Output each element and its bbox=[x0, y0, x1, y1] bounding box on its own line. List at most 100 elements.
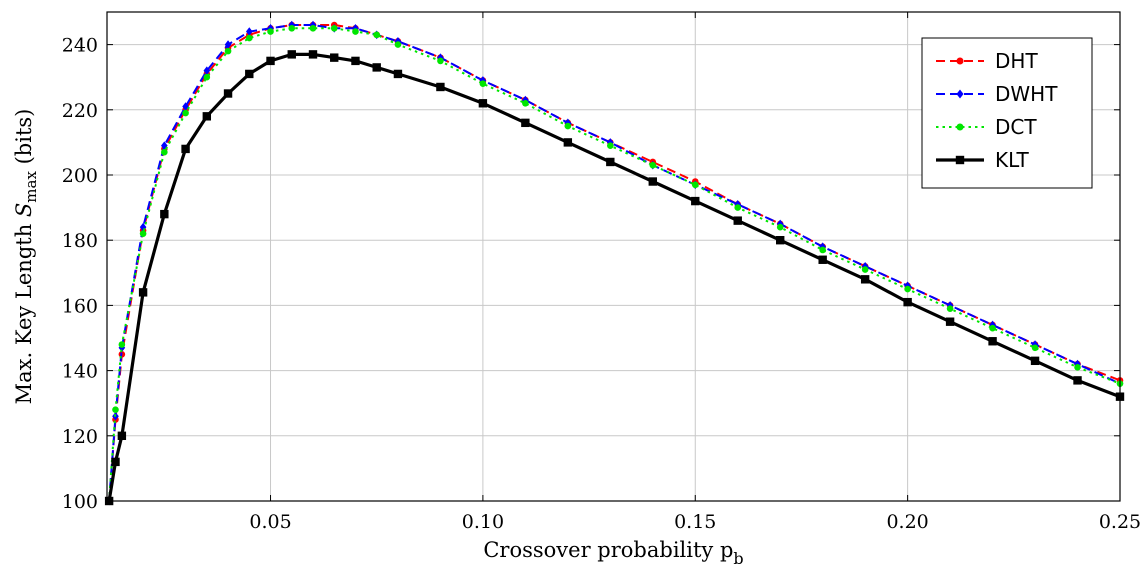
legend-box bbox=[921, 37, 1093, 189]
data-point-dct bbox=[112, 406, 119, 414]
legend-item-klt: KLT bbox=[936, 148, 1030, 172]
legend-marker-dht bbox=[956, 57, 964, 65]
data-point-dct bbox=[245, 34, 253, 42]
data-point-dct bbox=[139, 230, 147, 237]
data-point-klt bbox=[308, 50, 318, 59]
data-point-dct bbox=[1074, 364, 1081, 371]
data-point-klt bbox=[181, 144, 190, 154]
data-point-klt bbox=[945, 317, 955, 326]
y-tick-label: 200 bbox=[62, 165, 98, 187]
data-point-klt bbox=[393, 69, 403, 79]
y-tick-label: 100 bbox=[62, 491, 98, 513]
data-point-klt bbox=[1073, 376, 1082, 385]
data-point-dct bbox=[161, 148, 168, 156]
data-point-klt bbox=[860, 275, 870, 284]
data-point-dwht bbox=[224, 40, 232, 49]
legend-label-dwht: DWHT bbox=[995, 82, 1058, 106]
y-tick-label: 160 bbox=[62, 295, 98, 317]
data-point-klt bbox=[818, 255, 827, 264]
data-point-dct bbox=[309, 25, 317, 32]
data-point-klt bbox=[111, 457, 120, 467]
data-point-dwht bbox=[245, 27, 253, 36]
data-point-dct bbox=[267, 28, 274, 35]
y-tick-label: 120 bbox=[62, 426, 98, 448]
data-point-dct bbox=[1031, 344, 1039, 352]
data-point-dct bbox=[288, 25, 296, 32]
data-point-dwht bbox=[182, 102, 189, 111]
data-point-dct bbox=[734, 204, 742, 211]
data-point-dct bbox=[394, 41, 402, 48]
data-point-klt bbox=[1030, 356, 1040, 366]
data-point-dct bbox=[182, 109, 189, 117]
data-point-dct bbox=[649, 161, 657, 169]
y-tick-label: 180 bbox=[62, 230, 98, 252]
data-point-klt bbox=[138, 288, 148, 297]
data-point-klt bbox=[988, 337, 997, 346]
data-point-dct bbox=[819, 246, 826, 254]
data-point-klt bbox=[330, 53, 339, 62]
data-point-klt bbox=[776, 236, 785, 245]
data-point-dct bbox=[479, 80, 487, 88]
data-point-dct bbox=[607, 142, 614, 149]
legend-label-dct: DCT bbox=[995, 115, 1037, 139]
x-tick-label: 0.25 bbox=[1099, 511, 1141, 533]
data-point-klt bbox=[691, 196, 700, 206]
data-point-klt bbox=[733, 216, 742, 225]
data-point-dct bbox=[330, 25, 338, 32]
data-point-klt bbox=[117, 431, 127, 440]
x-axis-label: Crossover probability pb bbox=[483, 538, 743, 568]
x-tick-label: 0.10 bbox=[462, 511, 504, 533]
data-point-klt bbox=[606, 157, 615, 167]
data-point-dct bbox=[564, 122, 572, 130]
data-point-klt bbox=[903, 297, 912, 307]
data-point-dct bbox=[904, 285, 911, 293]
data-point-dwht bbox=[203, 66, 211, 75]
legend-marker-dct bbox=[956, 123, 964, 131]
legend-label-klt: KLT bbox=[995, 148, 1030, 172]
data-point-dct bbox=[437, 57, 444, 65]
data-point-klt bbox=[287, 50, 296, 59]
x-tick-label: 0.15 bbox=[674, 511, 716, 533]
y-axis-label: Max. Key Length Smax (bits) bbox=[12, 109, 40, 405]
legend-item-dht: DHT bbox=[936, 49, 1038, 73]
y-tick-label: 220 bbox=[62, 100, 98, 122]
legend: DHT DWHT DCT KLT bbox=[921, 37, 1093, 189]
data-point-klt bbox=[372, 63, 381, 72]
legend-item-dwht: DWHT bbox=[936, 82, 1058, 106]
legend-marker-dwht bbox=[956, 89, 964, 99]
data-point-klt bbox=[160, 209, 169, 219]
data-point-klt bbox=[648, 177, 657, 186]
y-tick-label: 240 bbox=[62, 35, 98, 57]
data-point-klt bbox=[266, 56, 275, 66]
data-point-dct bbox=[352, 28, 359, 35]
axis-ticks: 0.05 0.10 0.15 0.20 0.25 100 120 140 160 180 200 22… bbox=[62, 12, 1141, 533]
data-point-dct bbox=[691, 181, 699, 189]
legend-marker-klt bbox=[955, 155, 965, 165]
plot-frame bbox=[106, 11, 1121, 502]
data-point-dct bbox=[118, 341, 126, 348]
data-point-dct bbox=[224, 47, 232, 55]
y-tick-label: 140 bbox=[62, 361, 98, 383]
data-point-klt bbox=[202, 112, 212, 121]
data-point-klt bbox=[245, 69, 254, 79]
data-point-dct bbox=[373, 31, 381, 39]
data-point-dct bbox=[776, 223, 784, 231]
x-tick-label: 0.20 bbox=[886, 511, 928, 533]
x-tick-label: 0.05 bbox=[249, 511, 291, 533]
data-point-dct bbox=[989, 324, 996, 332]
data-point-klt bbox=[223, 89, 233, 98]
data-point-klt bbox=[521, 118, 530, 128]
data-point-dct bbox=[203, 73, 211, 81]
data-point-klt bbox=[478, 99, 488, 108]
legend-item-dct: DCT bbox=[936, 115, 1037, 139]
data-point-klt bbox=[436, 82, 445, 92]
data-point-dct bbox=[522, 99, 529, 107]
series-dct bbox=[105, 25, 1124, 505]
legend-label-dht: DHT bbox=[995, 49, 1038, 73]
data-point-klt bbox=[563, 138, 573, 147]
data-point-dct bbox=[861, 266, 869, 273]
data-point-klt bbox=[351, 56, 360, 66]
data-point-dct bbox=[946, 305, 954, 312]
plot-series bbox=[104, 20, 1125, 506]
